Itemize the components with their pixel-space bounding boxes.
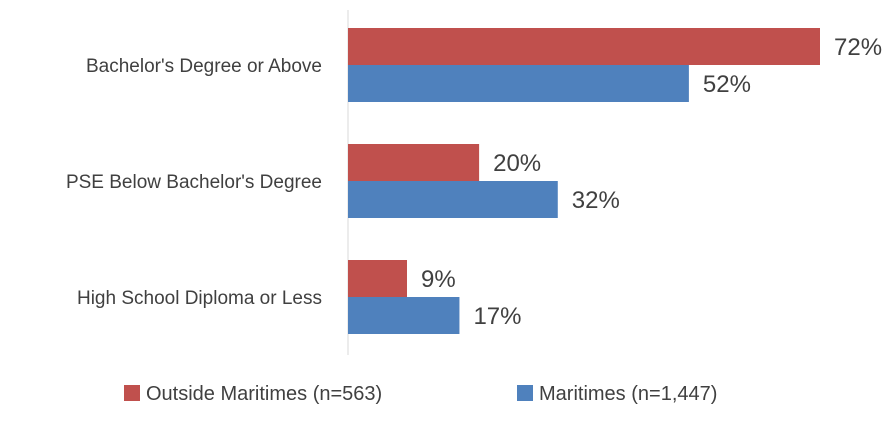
legend-label: Outside Maritimes (n=563) <box>146 383 382 405</box>
category-label: Bachelor's Degree or Above <box>86 56 322 77</box>
legend-label: Maritimes (n=1,447) <box>539 383 717 405</box>
data-label: 20% <box>493 150 541 177</box>
bar-outside-maritimes <box>348 144 480 181</box>
bar-maritimes <box>348 65 689 102</box>
legend-swatch-maritimes <box>517 385 533 401</box>
data-label: 32% <box>572 187 620 214</box>
data-label: 9% <box>421 266 456 293</box>
data-label: 17% <box>473 303 521 330</box>
bar-outside-maritimes <box>348 28 820 65</box>
legend-swatch-outside-maritimes <box>124 385 140 401</box>
bar-outside-maritimes <box>348 260 407 297</box>
category-label: High School Diploma or Less <box>77 288 322 309</box>
data-label: 72% <box>834 34 882 61</box>
data-label: 52% <box>703 71 751 98</box>
bar-maritimes <box>348 181 558 218</box>
category-label: PSE Below Bachelor's Degree <box>66 172 322 193</box>
bar-maritimes <box>348 297 460 334</box>
